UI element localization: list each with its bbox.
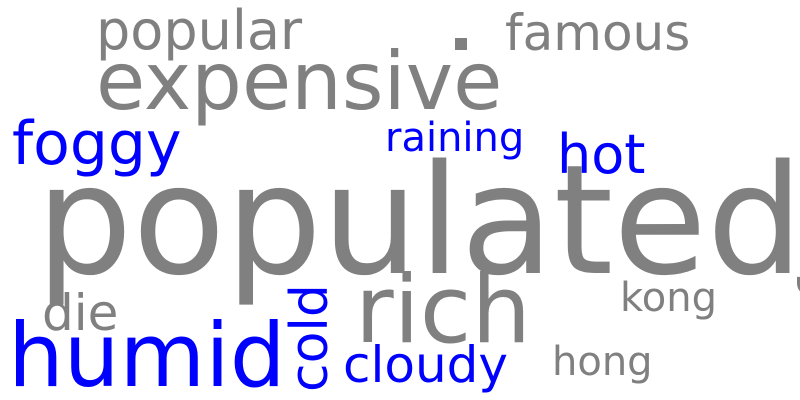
word-hot: hot bbox=[557, 123, 646, 186]
word-famous: famous bbox=[505, 4, 691, 62]
word-hong: hong bbox=[552, 339, 653, 385]
word-rich: rich bbox=[355, 256, 532, 365]
word-kong: kong bbox=[620, 275, 717, 321]
dot-mark bbox=[455, 38, 467, 50]
word-humid: humid bbox=[8, 304, 286, 400]
word-die: die bbox=[42, 284, 119, 342]
word-cloudy: cloudy bbox=[343, 336, 508, 394]
word-popular: popular bbox=[96, 0, 303, 62]
word-raining: raining bbox=[385, 115, 525, 161]
word-expensive: expensive bbox=[96, 35, 503, 128]
word-cold: cold bbox=[280, 284, 340, 392]
word-populated: populated bbox=[36, 132, 800, 309]
word-foggy: foggy bbox=[12, 109, 182, 179]
